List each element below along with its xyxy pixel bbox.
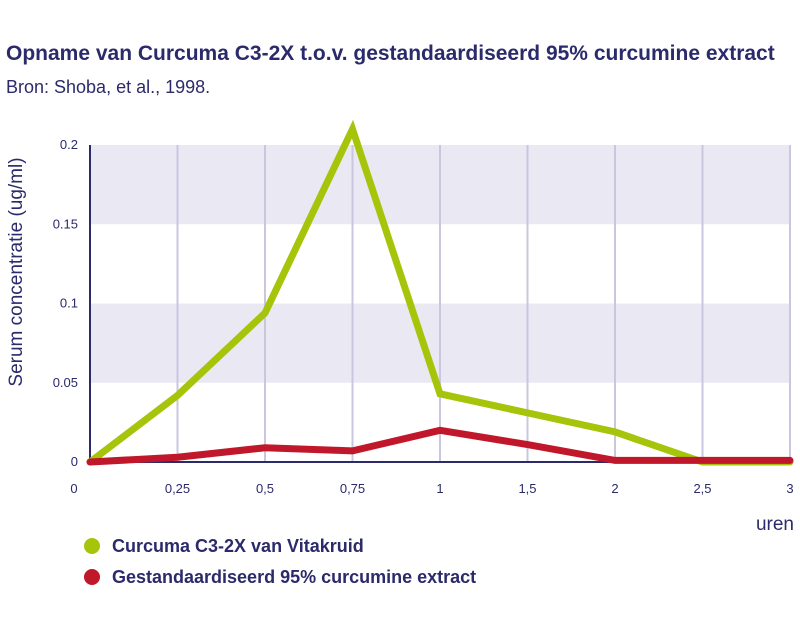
y-tick-labels: 0 0.05 0.1 0.15 0.2 bbox=[53, 137, 78, 469]
y-tick-label: 0.1 bbox=[60, 296, 78, 311]
series-line-1 bbox=[86, 426, 794, 466]
x-tick-label: 0,25 bbox=[165, 481, 190, 496]
y-axis-label: Serum concentratie (ug/ml) bbox=[6, 157, 27, 386]
legend-marker-extract bbox=[84, 569, 100, 585]
legend-item-extract: Gestandaardiseerd 95% curcumine extract bbox=[84, 563, 476, 591]
x-tick-label: 1,5 bbox=[518, 481, 536, 496]
x-tick-labels: 0 0,25 0,5 0,75 1 1,5 2 2,5 3 bbox=[70, 481, 793, 496]
legend-item-curcuma: Curcuma C3-2X van Vitakruid bbox=[84, 532, 476, 560]
legend: Curcuma C3-2X van Vitakruid Gestandaardi… bbox=[84, 532, 476, 594]
x-tick-label: 3 bbox=[786, 481, 793, 496]
chart-title: Opname van Curcuma C3-2X t.o.v. gestanda… bbox=[6, 42, 775, 65]
legend-label-extract: Gestandaardiseerd 95% curcumine extract bbox=[112, 566, 477, 587]
series-line-0 bbox=[86, 119, 794, 466]
line-chart: 0 0.05 0.1 0.15 0.2 0 0,25 0,5 0,75 1 1,5 2 2,5 3 Se… bbox=[6, 119, 794, 530]
x-tick-label: 0 bbox=[70, 481, 77, 496]
chart-subtitle: Bron: Shoba, et al., 1998. bbox=[6, 77, 211, 97]
y-tick-label: 0 bbox=[71, 454, 78, 469]
x-tick-label: 2,5 bbox=[693, 481, 711, 496]
vertical-gridlines bbox=[176, 145, 791, 462]
x-tick-label: 0,5 bbox=[256, 481, 274, 496]
y-tick-label: 0.05 bbox=[53, 375, 78, 390]
y-tick-label: 0.15 bbox=[53, 216, 78, 231]
series-lines bbox=[86, 119, 794, 466]
legend-label-curcuma: Curcuma C3-2X van Vitakruid bbox=[112, 535, 364, 556]
legend-marker-curcuma bbox=[84, 538, 100, 554]
y-tick-label: 0.2 bbox=[60, 137, 78, 152]
x-axis-label: uren bbox=[756, 514, 794, 530]
x-tick-label: 2 bbox=[611, 481, 618, 496]
x-tick-label: 1 bbox=[436, 481, 443, 496]
x-tick-label: 0,75 bbox=[340, 481, 365, 496]
